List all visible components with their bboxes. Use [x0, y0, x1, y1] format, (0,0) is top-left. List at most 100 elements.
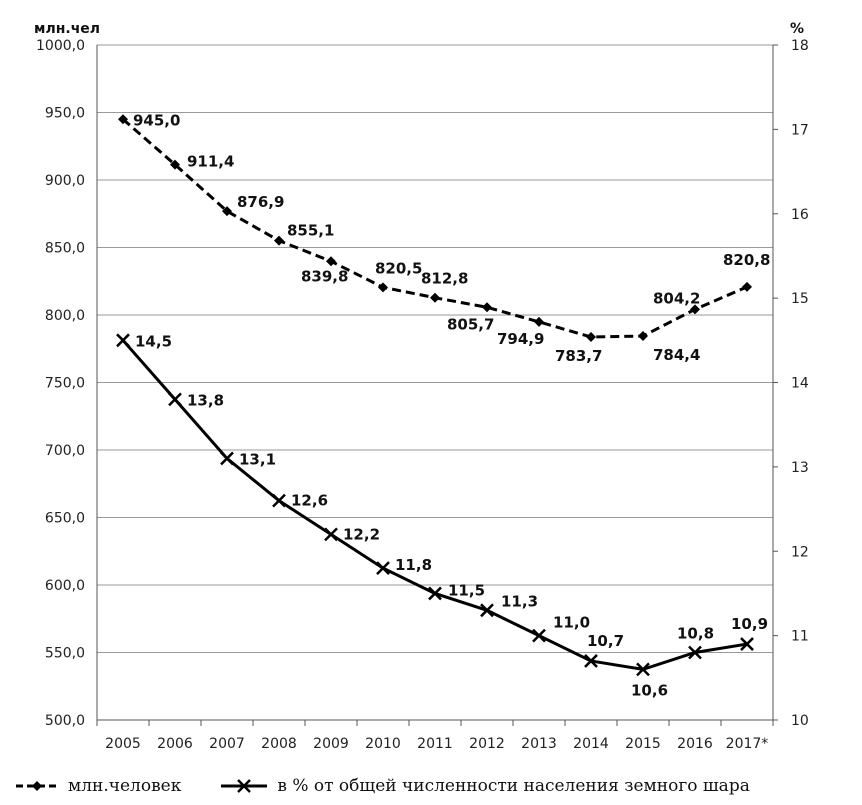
data-label-millions: 804,2	[653, 289, 700, 307]
legend-label-percent: в % от общей численности населения земно…	[277, 776, 750, 796]
data-label-percent: 12,6	[291, 492, 328, 510]
x-tick-label: 2017*	[726, 736, 769, 752]
series-markers	[116, 114, 754, 677]
data-label-millions: 839,8	[301, 267, 348, 285]
x-tick-label: 2008	[261, 736, 297, 752]
x-tick-label: 2014	[573, 736, 609, 752]
data-label-percent: 13,1	[239, 450, 276, 468]
right-tick-label: 18	[791, 38, 809, 54]
left-tick-label: 550,0	[45, 646, 85, 662]
x-tick-label: 2013	[521, 736, 557, 752]
diamond-marker	[430, 292, 440, 303]
dashed-diamond-line-icon	[16, 781, 58, 791]
data-label-percent: 11,5	[448, 581, 485, 599]
data-label-millions: 805,7	[447, 315, 494, 333]
diamond-marker	[378, 282, 388, 293]
line-chart: 500,0 550,0 600,0 650,0 700,0 750,0 800,0 850,0…	[34, 21, 809, 752]
data-label-percent: 10,6	[631, 681, 668, 699]
diamond-marker	[534, 316, 544, 327]
data-label-millions: 820,8	[723, 251, 770, 269]
x-tick-label: 2006	[157, 736, 193, 752]
data-label-percent: 10,8	[677, 625, 714, 643]
x-tick-label: 2012	[469, 736, 505, 752]
right-tick-label: 12	[791, 544, 809, 560]
right-tick-label: 15	[791, 291, 809, 307]
cross-marker	[584, 654, 598, 668]
data-label-millions: 784,4	[653, 346, 700, 364]
right-tick-label: 17	[791, 122, 809, 138]
legend-label-millions: млн.человек	[68, 776, 182, 796]
data-label-millions: 911,4	[187, 153, 234, 171]
left-tick-label: 600,0	[45, 578, 85, 594]
data-label-millions: 820,5	[375, 259, 422, 277]
data-label-millions: 812,8	[421, 270, 468, 288]
series-line-percent	[121, 339, 748, 671]
x-tick-label: 2015	[625, 736, 661, 752]
diamond-marker	[482, 302, 492, 313]
diamond-marker	[690, 304, 700, 315]
data-label-percent: 13,8	[187, 391, 224, 409]
cross-marker	[428, 586, 442, 601]
left-tick-label: 900,0	[45, 173, 85, 189]
left-tick-label: 700,0	[45, 443, 85, 459]
right-tick-label: 13	[791, 460, 809, 476]
right-tick-label: 16	[791, 207, 809, 223]
diamond-marker	[170, 159, 180, 170]
data-label-millions: 855,1	[287, 222, 334, 240]
left-tick-label: 800,0	[45, 308, 85, 324]
data-label-percent: 14,5	[135, 332, 172, 350]
x-tick-label: 2016	[677, 736, 713, 752]
x-tick-label: 2009	[313, 736, 349, 752]
data-label-percent: 10,9	[731, 615, 768, 633]
diamond-marker	[742, 281, 752, 292]
left-tick-label: 650,0	[45, 511, 85, 527]
data-label-percent: 11,3	[501, 592, 538, 610]
cross-marker	[688, 645, 702, 660]
right-tick-label: 10	[791, 713, 809, 729]
cross-marker	[220, 451, 234, 466]
cross-marker	[168, 392, 182, 407]
axes	[96, 44, 778, 726]
data-label-millions: 783,7	[555, 347, 602, 365]
cross-marker	[480, 603, 494, 618]
legend-item-percent: в % от общей численности населения земно…	[219, 776, 750, 796]
diamond-marker	[326, 256, 336, 267]
legend-item-millions: млн.человек	[14, 776, 181, 796]
left-tick-label: 1000,0	[36, 38, 85, 54]
left-tick-label: 500,0	[45, 713, 85, 729]
x-tick-label: 2005	[105, 736, 141, 752]
legend: млн.человек в % от общей численности нас…	[14, 776, 788, 796]
left-tick-label: 850,0	[45, 241, 85, 257]
x-tick-label: 2010	[365, 736, 401, 752]
grid-lines	[97, 44, 773, 653]
diamond-marker	[222, 206, 232, 217]
left-axis-unit: млн.чел	[34, 21, 100, 37]
cross-marker	[272, 493, 286, 508]
right-tick-label: 11	[791, 629, 809, 645]
data-label-percent: 12,2	[343, 525, 380, 543]
diamond-marker	[118, 114, 128, 125]
diamond-marker	[274, 235, 284, 246]
data-label-percent: 10,7	[587, 632, 624, 650]
cross-marker	[324, 527, 338, 542]
diamond-marker	[638, 331, 648, 342]
data-label-millions: 876,9	[237, 193, 284, 211]
x-tick-label: 2011	[417, 736, 453, 752]
cross-marker	[116, 333, 130, 348]
data-label-percent: 11,0	[553, 614, 590, 632]
right-tick-label: 14	[791, 376, 809, 392]
left-tick-label: 750,0	[45, 376, 85, 392]
data-label-percent: 11,8	[395, 556, 432, 574]
solid-cross-line-icon	[221, 779, 268, 793]
data-label-millions: 945,0	[133, 111, 180, 129]
data-label-millions: 794,9	[497, 330, 544, 348]
diamond-marker	[586, 332, 596, 343]
cross-marker	[376, 561, 390, 576]
right-axis-unit: %	[790, 21, 804, 37]
tick-labels: 500,0 550,0 600,0 650,0 700,0 750,0 800,0 850,0…	[36, 38, 809, 752]
cross-marker	[740, 637, 754, 651]
left-tick-label: 950,0	[45, 106, 85, 122]
cross-marker	[532, 628, 546, 643]
cross-marker	[636, 662, 650, 677]
